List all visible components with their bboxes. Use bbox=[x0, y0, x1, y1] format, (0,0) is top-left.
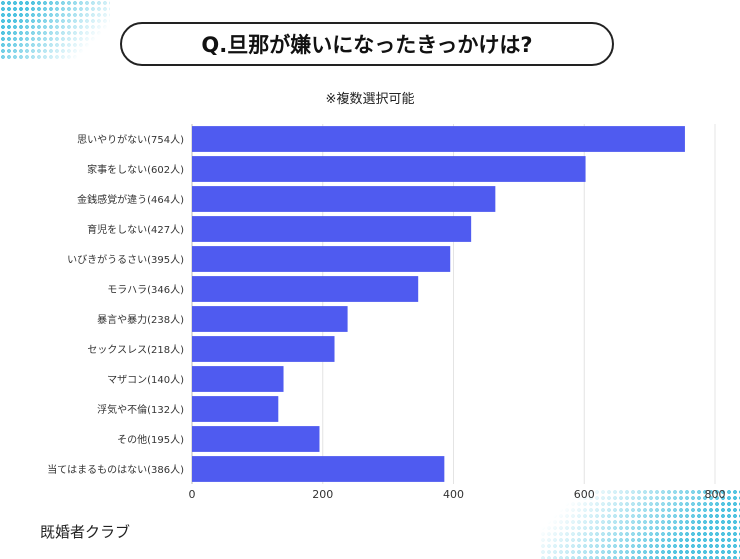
bar bbox=[192, 276, 419, 302]
x-tick-label: 800 bbox=[705, 488, 726, 501]
category-label: モラハラ(346人) bbox=[107, 284, 184, 296]
bar bbox=[192, 216, 472, 242]
category-label: 家事をしない(602人) bbox=[87, 163, 184, 176]
bar bbox=[192, 186, 496, 212]
category-label: いびきがうるさい(395人) bbox=[67, 253, 184, 266]
category-label: 浮気や不倫(132人) bbox=[97, 403, 184, 416]
category-label: 暴言や暴力(238人) bbox=[97, 313, 184, 326]
category-label: 育児をしない(427人) bbox=[87, 223, 184, 236]
bar bbox=[192, 306, 348, 332]
brand-logo-text: 既婚者クラブ bbox=[40, 523, 131, 541]
bar bbox=[192, 126, 685, 152]
category-label: 当てはまるものはない(386人) bbox=[47, 463, 184, 476]
x-tick-label: 400 bbox=[443, 488, 464, 501]
chart-title: Q.旦那が嫌いになったきっかけは? bbox=[120, 22, 614, 66]
x-tick-label: 200 bbox=[312, 488, 333, 501]
chart-note: ※複数選択可能 bbox=[325, 92, 415, 107]
category-label: セックスレス(218人) bbox=[87, 344, 184, 356]
decorative-dots bbox=[540, 489, 740, 559]
category-label: 金銭感覚が違う(464人) bbox=[77, 193, 184, 206]
bar bbox=[192, 456, 445, 482]
category-label: 思いやりがない(754人) bbox=[77, 133, 184, 146]
bar bbox=[192, 156, 586, 182]
bar bbox=[192, 336, 335, 362]
bar bbox=[192, 426, 320, 452]
bar bbox=[192, 246, 451, 272]
bar bbox=[192, 366, 284, 392]
decorative-dots bbox=[0, 0, 110, 60]
category-label: その他(195人) bbox=[117, 433, 184, 446]
x-tick-label: 0 bbox=[189, 488, 196, 501]
bar bbox=[192, 396, 279, 422]
x-tick-label: 600 bbox=[574, 488, 595, 501]
category-label: マザコン(140人) bbox=[107, 374, 184, 386]
